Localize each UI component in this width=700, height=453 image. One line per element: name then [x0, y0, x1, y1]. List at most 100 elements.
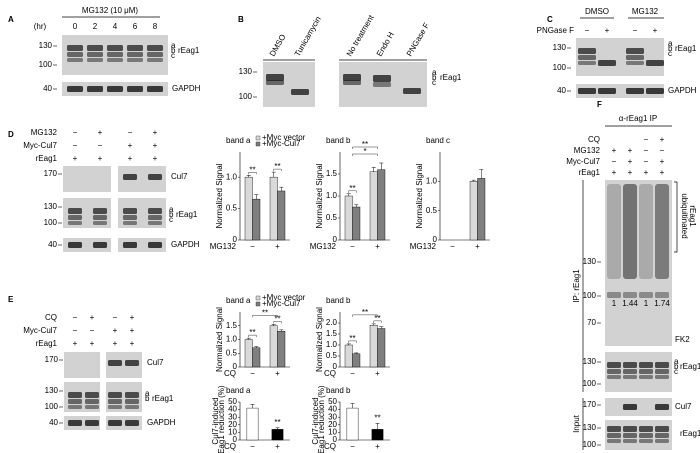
blot-band [266, 80, 284, 85]
legend-swatch [255, 295, 261, 301]
significance: ** [274, 418, 280, 427]
blot-band [93, 242, 107, 248]
blot-band [107, 45, 123, 51]
blot-band [607, 375, 621, 379]
x-axis-label: MG132 [310, 242, 337, 251]
mw-marker: 100 [553, 63, 567, 72]
sign: + [153, 128, 158, 137]
blot-label: GAPDH [172, 84, 201, 93]
error-bar [471, 179, 476, 182]
sign: + [644, 168, 649, 177]
blot-band [291, 89, 309, 95]
x-tick-label: + [475, 242, 480, 251]
significance-bracket [248, 334, 257, 338]
y-tick-label: 0 [433, 235, 438, 244]
blot-label: Cul7 [675, 402, 692, 411]
y-tick-label: 1.0 [326, 340, 338, 349]
blot-band [108, 420, 122, 426]
blot-band [639, 426, 653, 432]
sign: − [660, 146, 665, 155]
bar [269, 176, 278, 241]
legend-swatch [255, 301, 261, 307]
blot-band [125, 405, 139, 409]
error-bar [479, 169, 484, 179]
y-axis-label: rEag1 reduction (%) [217, 385, 226, 453]
chart-title: band a [226, 296, 251, 305]
bar [271, 429, 284, 441]
blot-band [655, 292, 669, 298]
blot-band [655, 375, 669, 379]
chart-title: band b [326, 296, 351, 305]
blot-band [623, 375, 637, 379]
mw-marker: 40 [43, 84, 52, 93]
sign: − [128, 128, 133, 137]
sign: 2 [93, 22, 98, 31]
significance: * [363, 147, 366, 156]
mw-marker: 70 [587, 318, 596, 327]
significance: ** [374, 413, 380, 422]
band-letter: c [171, 51, 175, 60]
time-unit: (hr) [34, 22, 47, 31]
blot-label: rEag1 [178, 46, 200, 55]
legend-swatch [255, 141, 261, 147]
row-label: CQ [45, 313, 57, 322]
group-label: DMSO [585, 7, 609, 16]
error-bar [254, 194, 259, 200]
significance-bracket [273, 168, 282, 172]
significance: ** [349, 184, 355, 193]
sign: − [644, 135, 649, 144]
band-letter: c [668, 49, 672, 58]
sign: − [98, 141, 103, 150]
significance-bracket [348, 190, 357, 193]
bar [244, 339, 253, 368]
x-tick-label: − [250, 442, 255, 451]
blot-label: rEag1 [675, 44, 697, 53]
y-tick-label: 1.5 [326, 329, 338, 338]
sign: − [113, 313, 118, 322]
ratio: 1 [612, 299, 617, 308]
section-label: Input [572, 414, 581, 433]
blot-band [655, 362, 669, 368]
lane-label: Tunicamycin [293, 15, 323, 58]
blot-band [148, 215, 162, 220]
sign: + [90, 313, 95, 322]
sign: − [633, 26, 638, 35]
legend-swatch [255, 135, 261, 141]
error-bar [350, 403, 355, 409]
sign: + [130, 313, 135, 322]
y-axis-label: Normalized Signal [315, 307, 324, 372]
bar [377, 328, 386, 368]
significance-bracket [248, 172, 257, 175]
lane-label: DMSO [268, 33, 288, 58]
error-bar [346, 193, 351, 196]
mw-marker: 130 [583, 423, 597, 432]
x-axis-label: CQ [324, 369, 336, 378]
blot-band [87, 45, 103, 51]
blot-band [68, 392, 82, 398]
significance: ** [262, 308, 268, 317]
blot-band [127, 58, 143, 62]
blot-band [125, 420, 139, 426]
sign: 8 [153, 22, 158, 31]
sign: + [73, 339, 78, 348]
y-tick-label: 1.0 [326, 191, 338, 200]
bar [244, 176, 253, 241]
panel-letter: D [8, 130, 14, 139]
blot-band [87, 86, 103, 92]
ratio: 1.74 [654, 299, 670, 308]
y-tick-label: 0.5 [326, 213, 338, 222]
mw-marker: 100 [583, 440, 597, 449]
sign: + [660, 135, 665, 144]
blot-band [68, 215, 82, 220]
sign: − [73, 128, 78, 137]
blot-band [655, 426, 669, 432]
band-letter: b [171, 46, 176, 55]
x-tick-label: + [375, 242, 380, 251]
blot-band [67, 52, 83, 57]
blot-band [343, 74, 361, 81]
group-label: MG132 [632, 7, 659, 16]
band-letter: a [169, 205, 174, 214]
x-tick-label: − [250, 369, 255, 378]
y-tick-label: 0 [333, 362, 338, 371]
ratio: 1.44 [622, 299, 638, 308]
